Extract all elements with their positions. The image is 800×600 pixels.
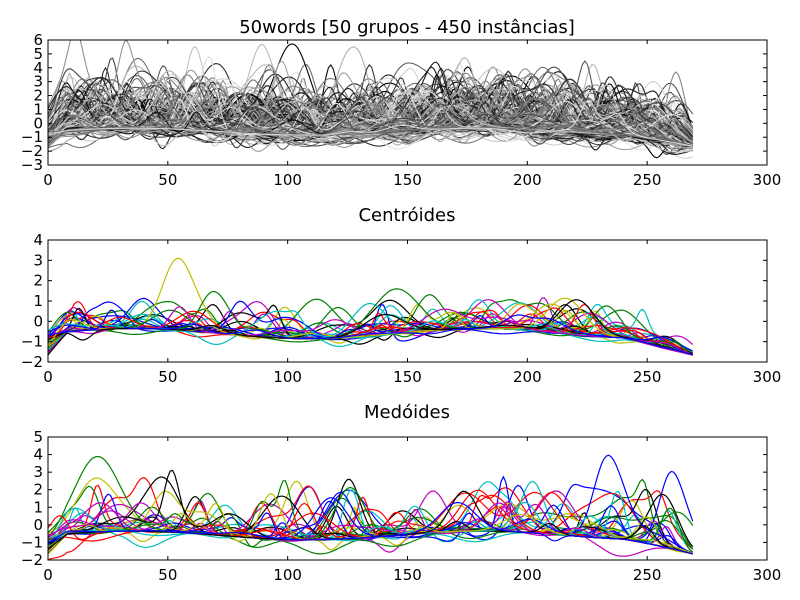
y-tick-label: 5 — [33, 45, 43, 63]
x-tick-label: 250 — [633, 368, 662, 386]
y-tick-label: 3 — [33, 251, 43, 269]
series-group — [48, 454, 694, 560]
series-line — [48, 40, 693, 147]
x-tick-label: 250 — [633, 171, 662, 189]
y-tick-label: −1 — [21, 533, 43, 551]
x-tick-label: 200 — [513, 368, 542, 386]
x-tick-label: 150 — [393, 171, 422, 189]
y-tick-label: −1 — [21, 333, 43, 351]
x-tick-label: 150 — [393, 368, 422, 386]
y-tick-label: 3 — [33, 463, 43, 481]
x-tick-label: 100 — [273, 171, 302, 189]
y-tick-label: −2 — [21, 551, 43, 569]
x-tick-label: 250 — [633, 566, 662, 584]
y-tick-label: −3 — [21, 156, 43, 174]
x-tick-label: 150 — [393, 566, 422, 584]
x-tick-label: 300 — [753, 566, 782, 584]
chart-title-3: Medóides — [364, 402, 450, 423]
y-tick-label: 4 — [33, 446, 43, 464]
x-tick-label: 300 — [753, 368, 782, 386]
x-tick-label: 50 — [158, 566, 177, 584]
y-tick-label: −1 — [21, 128, 43, 146]
x-tick-label: 200 — [513, 566, 542, 584]
series-line — [48, 100, 693, 147]
chart-title-2: Centróides — [358, 205, 455, 226]
y-tick-label: 2 — [33, 272, 43, 290]
y-tick-label: 5 — [33, 428, 43, 446]
y-tick-label: 4 — [33, 59, 43, 77]
y-tick-label: 1 — [33, 498, 43, 516]
y-tick-label: 0 — [33, 312, 43, 330]
y-tick-label: 4 — [33, 231, 43, 249]
x-tick-label: 200 — [513, 171, 542, 189]
y-tick-label: 6 — [33, 31, 43, 49]
y-tick-label: 3 — [33, 73, 43, 91]
x-tick-label: 0 — [43, 368, 53, 386]
y-tick-label: 2 — [33, 87, 43, 105]
series-line — [48, 106, 693, 147]
series-line — [48, 102, 693, 147]
y-tick-label: −2 — [21, 353, 43, 371]
y-tick-label: −2 — [21, 142, 43, 160]
x-tick-label: 300 — [753, 171, 782, 189]
chart-panel-1: 50words [50 grupos - 450 instâncias] 0 50… — [21, 17, 781, 189]
y-tick-label: 1 — [33, 100, 43, 118]
y-tick-label: 1 — [33, 292, 43, 310]
series-line — [48, 501, 693, 555]
series-line — [48, 302, 693, 354]
x-tick-label: 0 — [43, 171, 53, 189]
x-tick-label: 50 — [158, 171, 177, 189]
x-tick-label: 0 — [43, 566, 53, 584]
y-tick-label: 2 — [33, 481, 43, 499]
x-tick-label: 50 — [158, 368, 177, 386]
series-group — [48, 257, 694, 356]
series-line — [48, 309, 693, 356]
x-tick-label: 100 — [273, 566, 302, 584]
y-tick-label: 0 — [33, 516, 43, 534]
series-group — [48, 40, 694, 159]
series-line — [48, 94, 693, 147]
x-tick-label: 100 — [273, 368, 302, 386]
y-tick-label: 0 — [33, 114, 43, 132]
chart-title-1: 50words [50 grupos - 450 instâncias] — [239, 17, 575, 38]
